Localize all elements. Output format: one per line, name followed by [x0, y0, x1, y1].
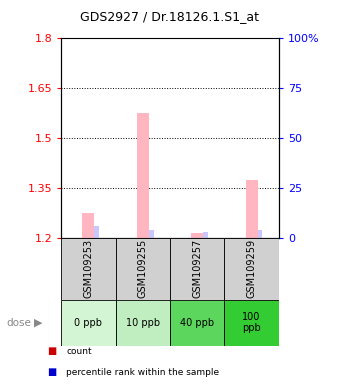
Bar — [116, 238, 170, 300]
Bar — [170, 300, 224, 346]
Text: GSM109255: GSM109255 — [138, 239, 148, 298]
Text: dose: dose — [7, 318, 32, 328]
Text: percentile rank within the sample: percentile rank within the sample — [66, 368, 219, 377]
Text: ■: ■ — [48, 367, 57, 377]
Text: GSM109257: GSM109257 — [192, 239, 202, 298]
Bar — [82, 213, 95, 238]
Text: GSM109253: GSM109253 — [83, 239, 94, 298]
Bar — [224, 300, 279, 346]
Bar — [191, 233, 203, 238]
Bar — [149, 230, 154, 238]
Bar — [257, 230, 262, 238]
Bar — [61, 300, 116, 346]
Text: 100
ppb: 100 ppb — [242, 312, 261, 333]
Text: ▶: ▶ — [34, 318, 42, 328]
Text: 0 ppb: 0 ppb — [74, 318, 102, 328]
Bar — [224, 238, 279, 300]
Bar — [137, 113, 149, 238]
Text: 40 ppb: 40 ppb — [180, 318, 214, 328]
Text: 10 ppb: 10 ppb — [126, 318, 160, 328]
Bar — [203, 232, 208, 238]
Text: GDS2927 / Dr.18126.1.S1_at: GDS2927 / Dr.18126.1.S1_at — [81, 10, 259, 23]
Bar — [116, 300, 170, 346]
Bar — [94, 226, 99, 238]
Bar — [61, 238, 116, 300]
Bar — [170, 238, 224, 300]
Text: GSM109259: GSM109259 — [246, 239, 257, 298]
Text: count: count — [66, 347, 92, 356]
Bar — [245, 180, 258, 238]
Text: ■: ■ — [48, 346, 57, 356]
